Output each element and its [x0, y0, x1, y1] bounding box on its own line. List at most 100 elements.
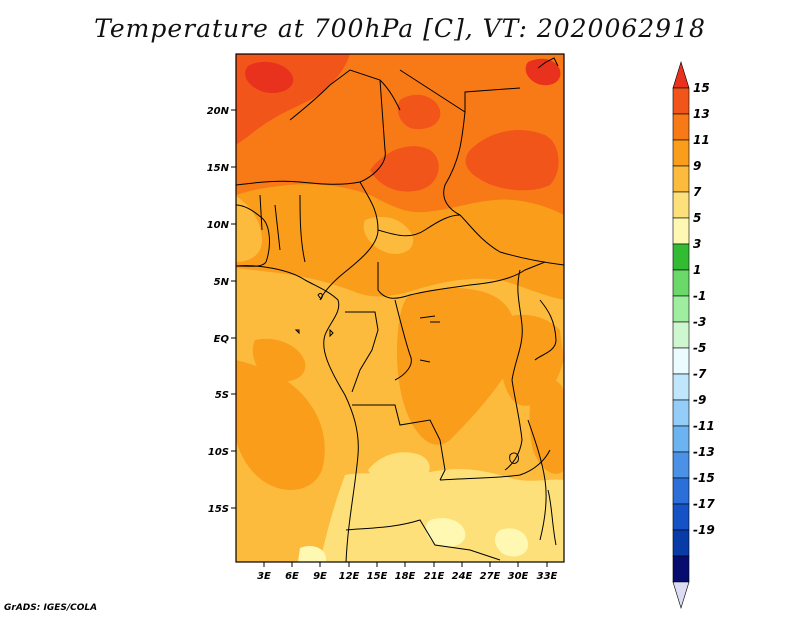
colorbar-swatch	[672, 399, 690, 427]
lake-mweru	[509, 452, 519, 464]
border-sahel	[236, 180, 361, 186]
lon-label-9e: 9E	[313, 571, 327, 582]
field-7-9-cameroon	[363, 216, 414, 255]
colorbar-swatch	[672, 269, 690, 297]
colorbar-swatch	[672, 477, 690, 505]
field-13-15-north	[397, 94, 441, 130]
field-13-15-central	[370, 146, 439, 192]
field-9-11	[236, 54, 564, 300]
colorbar-swatch	[672, 139, 690, 167]
lon-label-18e: 18E	[395, 571, 416, 582]
colorbar-label: -9	[693, 393, 706, 407]
lon-label-30e: 30E	[508, 571, 529, 582]
border-mali-niger	[289, 69, 401, 121]
colorbar-swatch	[672, 243, 690, 271]
field-5-7-south	[320, 469, 564, 562]
colorbar-label: 5	[693, 211, 701, 225]
border-libya	[399, 69, 521, 113]
border-zambia	[439, 449, 551, 481]
field-base-7-9	[236, 54, 564, 562]
field-9-11-congo	[396, 288, 517, 445]
field-7-9-coast	[236, 196, 262, 262]
lat-label-10s: 10S	[208, 447, 229, 458]
colorbar-label: 11	[693, 133, 710, 147]
border-niger-chad	[359, 79, 386, 183]
colorbar-label: -15	[693, 471, 715, 485]
colorbar-swatch	[672, 165, 690, 193]
map-frame	[235, 53, 565, 563]
lat-ticks	[231, 109, 236, 509]
field-13-15-west	[236, 54, 350, 145]
colorbar-label: 15	[693, 81, 710, 95]
lon-ticks	[263, 562, 548, 567]
lat-label-10n: 10N	[207, 220, 230, 231]
colorbar-label: 1	[693, 263, 701, 277]
colorbar: 15 13 11 9 7 5 3 1 -1 -3 -5 -7 -9 -11 -13 -15 -17 -19	[672, 60, 715, 610]
colorbar-top-triangle	[672, 60, 690, 89]
lon-label-27e: 27E	[480, 571, 501, 582]
colorbar-swatch	[672, 87, 690, 115]
lake-malawi-border	[527, 419, 547, 541]
field-3-5-c	[298, 546, 326, 562]
colorbar-swatch	[672, 295, 690, 323]
border-car-south	[377, 261, 546, 299]
lat-label-20n: 20N	[207, 106, 230, 117]
colorbar-swatch	[672, 113, 690, 141]
colorbar-swatch	[672, 503, 690, 531]
colorbar-label: -11	[693, 419, 715, 433]
field-above-15-b	[525, 58, 561, 86]
colorbar-swatch	[672, 321, 690, 349]
border-chad-sudan	[443, 111, 564, 266]
field-9-11-lakes	[499, 314, 564, 406]
field-9-11-east	[529, 378, 564, 474]
coast-northeast	[537, 57, 559, 69]
lon-label-12e: 12E	[339, 571, 360, 582]
field-9-11-atlantic	[236, 360, 325, 490]
field-3-5-b	[494, 528, 528, 557]
islands-gulf-of-guinea	[294, 292, 334, 338]
colorbar-label: -13	[693, 445, 715, 459]
field-9-11-atlantic-2	[252, 338, 306, 382]
field-13-15-east	[465, 130, 559, 191]
colorbar-swatch	[672, 529, 690, 557]
border-congo-drc	[394, 299, 412, 381]
colorbar-label: -19	[693, 523, 715, 537]
lon-labels: 3E 6E 9E 12E 15E 18E 21E 24E 27E 30E 33E	[257, 571, 557, 582]
border-west-states	[259, 194, 306, 263]
lon-label-15e: 15E	[367, 571, 388, 582]
lon-label-3e: 3E	[257, 571, 271, 582]
chart-title: Temperature at 700hPa [C], VT: 202006291…	[94, 14, 706, 43]
lon-label-6e: 6E	[285, 571, 299, 582]
rivers-congo	[419, 315, 440, 363]
lon-label-21e: 21E	[424, 571, 445, 582]
field-above-15-a	[245, 61, 294, 94]
coastline-west	[236, 204, 270, 267]
lat-label-5s: 5S	[215, 390, 229, 401]
colorbar-label: 3	[693, 237, 701, 251]
colorbar-swatch	[672, 191, 690, 219]
lat-label-5n: 5N	[214, 277, 230, 288]
colorbar-label: -3	[693, 315, 706, 329]
colorbar-label: 13	[693, 107, 710, 121]
border-gabon-congo	[345, 311, 379, 393]
field-11-13	[236, 54, 564, 215]
lon-label-33e: 33E	[537, 571, 558, 582]
colorbar-label: -5	[693, 341, 706, 355]
colorbar-swatch	[672, 451, 690, 479]
colorbar-swatch	[672, 425, 690, 453]
colorbar-label: 9	[693, 159, 701, 173]
lat-labels: 20N 15N 10N 5N EQ 5S 10S 15S	[207, 106, 230, 515]
border-nigeria-cameroon	[319, 181, 379, 301]
colorbar-bottom-triangle	[672, 581, 690, 610]
colorbar-swatch	[672, 217, 690, 245]
lat-label-eq: EQ	[214, 334, 230, 345]
boundaries	[236, 57, 564, 562]
colorbar-label: -17	[693, 497, 715, 511]
field-3-5-a	[425, 518, 466, 547]
field-5-7-patch	[368, 452, 430, 484]
border-namibia	[345, 519, 501, 561]
colorbar-swatch	[672, 555, 690, 583]
temperature-field	[236, 54, 564, 562]
coastline-atlantic	[236, 265, 359, 562]
